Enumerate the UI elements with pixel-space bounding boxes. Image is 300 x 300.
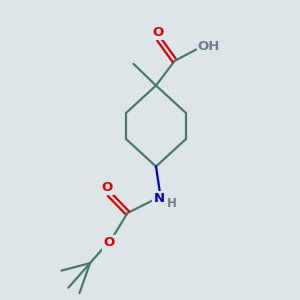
Text: OH: OH (198, 40, 220, 53)
Text: O: O (101, 181, 113, 194)
Text: O: O (152, 26, 164, 39)
Text: N: N (153, 192, 165, 206)
Text: H: H (167, 196, 177, 210)
Text: O: O (103, 236, 115, 250)
